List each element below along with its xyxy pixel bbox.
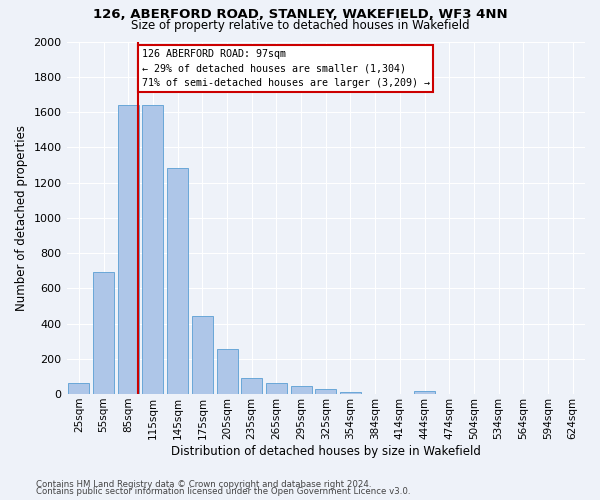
Y-axis label: Number of detached properties: Number of detached properties bbox=[15, 125, 28, 311]
Bar bbox=[340, 392, 361, 394]
Bar bbox=[68, 382, 89, 394]
Text: Size of property relative to detached houses in Wakefield: Size of property relative to detached ho… bbox=[131, 19, 469, 32]
Bar bbox=[192, 316, 213, 394]
X-axis label: Distribution of detached houses by size in Wakefield: Distribution of detached houses by size … bbox=[171, 444, 481, 458]
Bar bbox=[266, 384, 287, 394]
Text: Contains public sector information licensed under the Open Government Licence v3: Contains public sector information licen… bbox=[36, 487, 410, 496]
Bar bbox=[93, 272, 114, 394]
Bar bbox=[315, 389, 336, 394]
Bar bbox=[167, 168, 188, 394]
Text: 126, ABERFORD ROAD, STANLEY, WAKEFIELD, WF3 4NN: 126, ABERFORD ROAD, STANLEY, WAKEFIELD, … bbox=[92, 8, 508, 20]
Bar bbox=[290, 386, 311, 394]
Text: Contains HM Land Registry data © Crown copyright and database right 2024.: Contains HM Land Registry data © Crown c… bbox=[36, 480, 371, 489]
Bar bbox=[217, 349, 238, 394]
Text: 126 ABERFORD ROAD: 97sqm
← 29% of detached houses are smaller (1,304)
71% of sem: 126 ABERFORD ROAD: 97sqm ← 29% of detach… bbox=[142, 48, 430, 88]
Bar bbox=[241, 378, 262, 394]
Bar bbox=[414, 390, 435, 394]
Bar bbox=[118, 105, 139, 394]
Bar bbox=[142, 105, 163, 394]
